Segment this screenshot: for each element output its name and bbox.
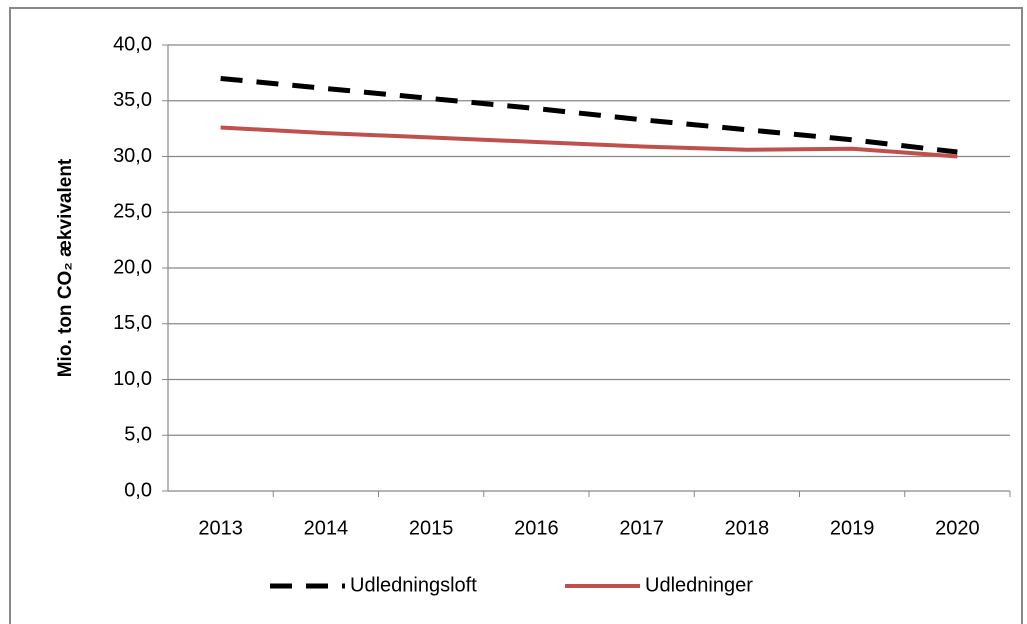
y-tick-label: 5,0 bbox=[124, 424, 152, 446]
x-tick-label: 2015 bbox=[409, 517, 454, 539]
chart-frame bbox=[9, 7, 1023, 624]
x-tick-label: 2013 bbox=[198, 517, 243, 539]
legend-label: Udledninger bbox=[645, 574, 753, 596]
x-tick-label: 2017 bbox=[619, 517, 664, 539]
y-tick-label: 35,0 bbox=[113, 89, 152, 111]
x-tick-label: 2014 bbox=[304, 517, 349, 539]
y-tick-label: 40,0 bbox=[113, 33, 152, 55]
legend-label: Udledningsloft bbox=[350, 574, 477, 596]
y-axis-label: Mio. ton CO₂ ækvivalent bbox=[55, 158, 76, 377]
y-tick-label: 20,0 bbox=[113, 256, 152, 278]
y-tick-label: 30,0 bbox=[113, 145, 152, 167]
x-tick-label: 2018 bbox=[725, 517, 770, 539]
x-tick-label: 2019 bbox=[830, 517, 875, 539]
y-tick-label: 25,0 bbox=[113, 201, 152, 223]
y-tick-label: 10,0 bbox=[113, 368, 152, 390]
line-series bbox=[220, 125, 958, 159]
y-tick-label: 0,0 bbox=[124, 479, 152, 501]
line-series bbox=[220, 75, 958, 155]
y-tick-label: 15,0 bbox=[113, 312, 152, 334]
x-tick-label: 2020 bbox=[935, 517, 980, 539]
x-tick-label: 2016 bbox=[514, 517, 559, 539]
